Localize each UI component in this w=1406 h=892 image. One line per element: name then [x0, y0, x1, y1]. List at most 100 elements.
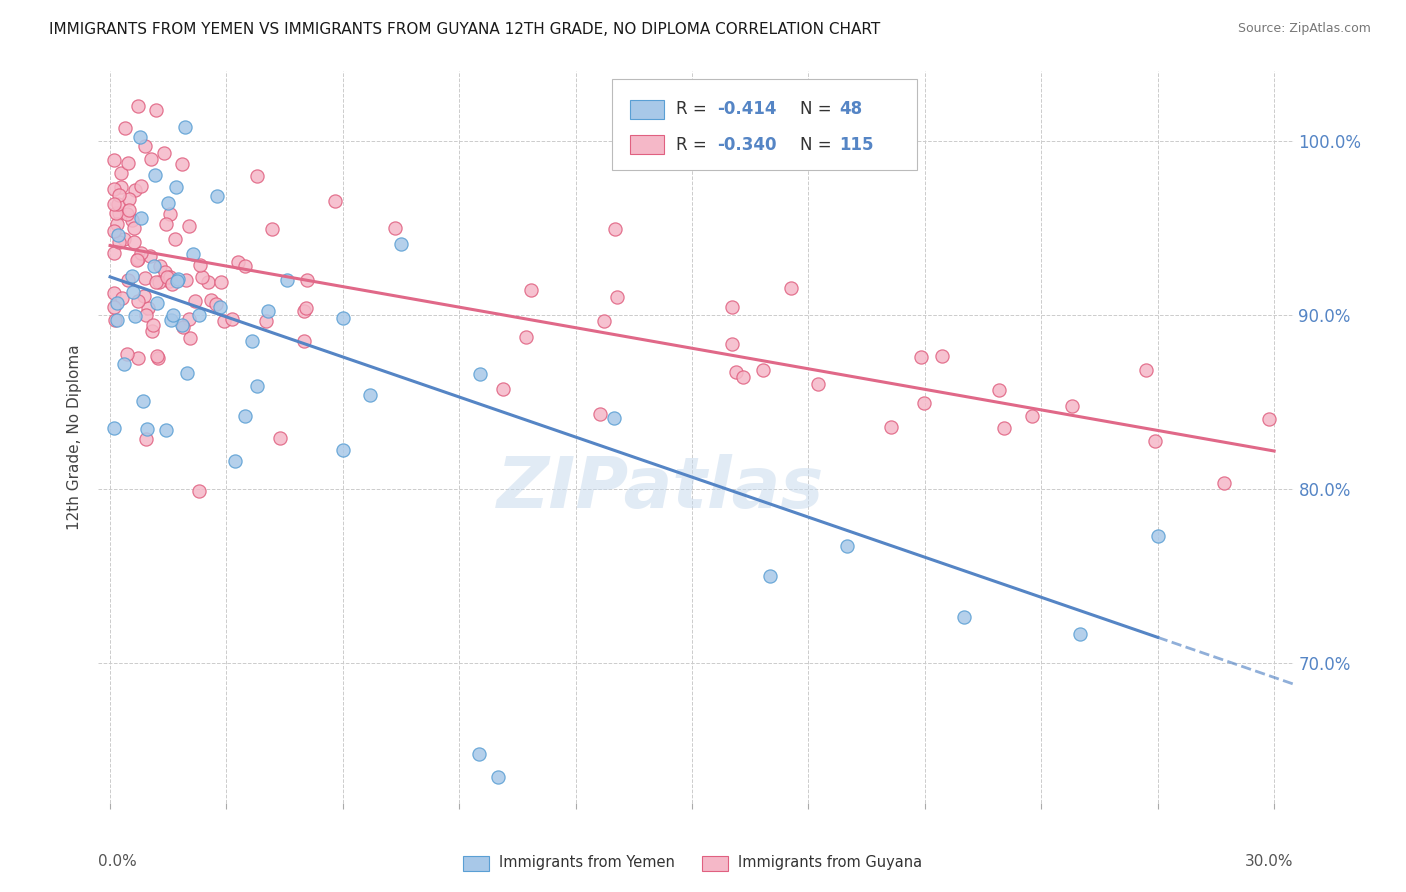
Point	[103, 224, 125, 238]
Point	[221, 312, 243, 326]
Point	[988, 384, 1011, 398]
Point	[156, 270, 179, 285]
Point	[470, 368, 492, 382]
Point	[135, 422, 157, 436]
Point	[603, 410, 626, 425]
Point	[107, 196, 129, 211]
Point	[118, 202, 141, 217]
Point	[214, 313, 236, 327]
Point	[103, 420, 125, 434]
Point	[121, 213, 143, 227]
Point	[134, 271, 156, 285]
Point	[155, 423, 177, 437]
Point	[124, 183, 146, 197]
Point	[124, 309, 146, 323]
Point	[837, 539, 859, 553]
Point	[880, 419, 903, 434]
Point	[519, 283, 541, 297]
Point	[107, 227, 129, 242]
Point	[758, 569, 780, 583]
Point	[204, 297, 226, 311]
Point	[606, 289, 628, 303]
FancyBboxPatch shape	[630, 100, 664, 119]
Point	[143, 168, 166, 182]
Point	[138, 301, 160, 316]
Y-axis label: 12th Grade, No Diploma: 12th Grade, No Diploma	[67, 344, 83, 530]
Point	[146, 351, 169, 365]
Point	[145, 103, 167, 117]
Point	[174, 273, 197, 287]
Point	[165, 179, 187, 194]
Point	[188, 483, 211, 498]
Text: 0.0%: 0.0%	[98, 854, 138, 869]
Point	[589, 408, 612, 422]
Point	[240, 334, 263, 348]
Point	[226, 255, 249, 269]
FancyBboxPatch shape	[702, 856, 728, 871]
Point	[103, 153, 125, 168]
Text: -0.340: -0.340	[717, 136, 778, 153]
Point	[127, 294, 149, 309]
Point	[359, 388, 381, 402]
Point	[115, 347, 138, 361]
Point	[1212, 476, 1234, 491]
Point	[332, 310, 354, 325]
Point	[188, 308, 211, 322]
FancyBboxPatch shape	[463, 856, 489, 871]
Point	[233, 409, 256, 423]
Point	[254, 314, 277, 328]
Point	[132, 393, 155, 408]
Point	[209, 300, 232, 314]
Point	[104, 313, 127, 327]
Point	[105, 218, 128, 232]
Point	[108, 187, 131, 202]
Point	[191, 269, 214, 284]
Point	[117, 207, 139, 221]
Point	[1135, 363, 1157, 377]
Point	[159, 207, 181, 221]
Point	[134, 138, 156, 153]
Point	[105, 296, 128, 310]
Text: R =: R =	[676, 136, 711, 153]
Point	[139, 152, 162, 166]
Text: Immigrants from Yemen: Immigrants from Yemen	[499, 855, 675, 871]
Point	[110, 179, 132, 194]
Point	[491, 383, 513, 397]
Point	[605, 221, 627, 235]
Point	[121, 268, 143, 283]
Point	[112, 357, 135, 371]
Point	[295, 273, 318, 287]
Point	[515, 330, 537, 344]
Point	[752, 363, 775, 377]
Point	[170, 318, 193, 332]
Point	[181, 247, 204, 261]
Point	[122, 221, 145, 235]
Point	[174, 120, 197, 134]
Text: Immigrants from Guyana: Immigrants from Guyana	[738, 855, 922, 871]
Point	[157, 274, 180, 288]
Point	[148, 275, 170, 289]
Point	[145, 349, 167, 363]
Point	[122, 285, 145, 300]
Point	[207, 189, 229, 203]
Text: 115: 115	[839, 136, 875, 153]
Point	[725, 365, 748, 379]
Text: N =: N =	[800, 101, 837, 119]
Point	[149, 259, 172, 273]
Point	[1146, 529, 1168, 543]
Point	[184, 294, 207, 309]
Point	[389, 236, 412, 251]
Point	[139, 249, 162, 263]
Point	[467, 747, 489, 761]
Point	[124, 235, 146, 249]
Point	[159, 269, 181, 284]
Point	[209, 275, 232, 289]
Point	[257, 304, 280, 318]
Point	[145, 296, 167, 310]
Point	[157, 196, 180, 211]
Point	[721, 336, 744, 351]
Point	[176, 366, 198, 380]
Point	[108, 206, 131, 220]
Point	[912, 396, 935, 410]
Point	[127, 99, 149, 113]
